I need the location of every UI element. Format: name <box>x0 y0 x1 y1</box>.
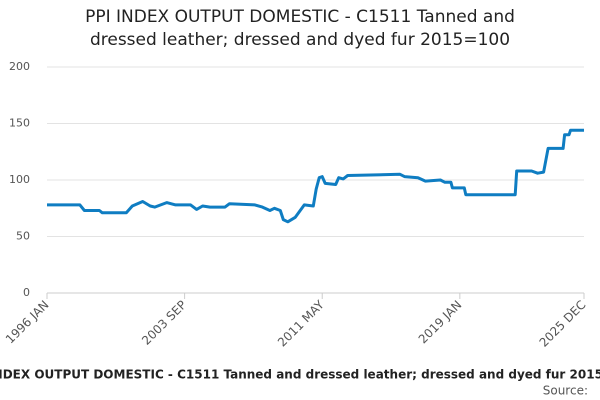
chart-title: PPI INDEX OUTPUT DOMESTIC - C1511 Tanned… <box>85 7 515 50</box>
x-tick-label: 2019 JAN <box>416 298 465 347</box>
y-tick-label: 0 <box>23 286 30 299</box>
x-tick-label: 2025 DEC <box>537 298 589 350</box>
caption: PPI INDEX OUTPUT DOMESTIC - C1511 Tanned… <box>0 368 600 382</box>
y-tick-label: 150 <box>9 117 30 130</box>
line <box>47 128 584 224</box>
x-tick-label: 2003 SEP <box>139 298 189 348</box>
y-tick-label: 50 <box>16 230 30 243</box>
source: Source: <box>543 384 588 398</box>
x-tick-label: 2011 MAY <box>275 297 327 349</box>
y-tick-label: 100 <box>9 173 30 186</box>
y-tick-label: 200 <box>9 60 30 73</box>
x-tick-label: 1996 JAN <box>3 298 52 347</box>
